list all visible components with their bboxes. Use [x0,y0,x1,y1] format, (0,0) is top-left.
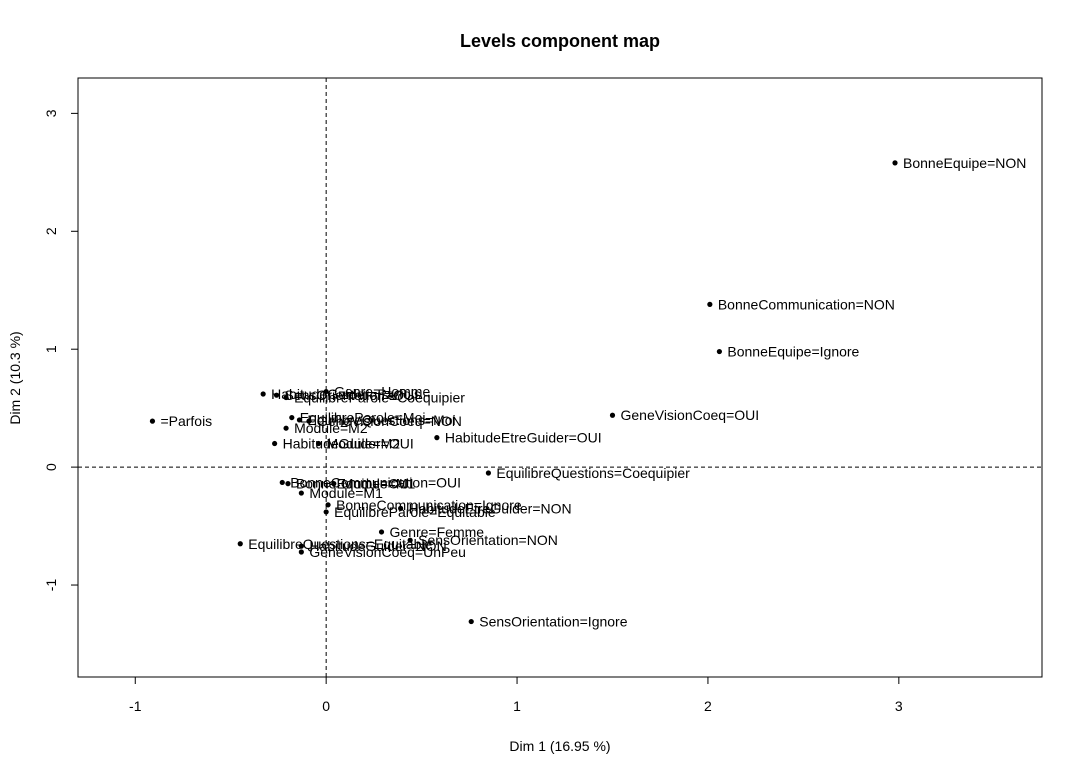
point-label: Module=M1 [309,485,383,501]
x-tick-label: 3 [895,698,903,714]
y-tick-label: 3 [43,109,59,117]
scatter-point [609,412,616,418]
scatter-point [149,418,156,424]
point-label: SensOrientation=Ignore [479,614,627,630]
point-label: GeneVisionCoeq=NON [317,413,462,429]
scatter-point [398,505,404,511]
x-tick-label: 2 [704,698,712,714]
scatter-point [283,394,289,401]
axis-ticks: -1 0 1 2 3 -1 0 1 2 3 [43,109,903,714]
scatter-point [237,541,243,547]
scatter-point [285,481,291,487]
x-tick-label: 0 [322,698,330,714]
point-label: Genre=Femme [390,524,485,540]
scatter-point [434,435,440,441]
scatter-point [892,160,898,166]
y-tick-label: 0 [43,463,59,471]
point-label: HabitudeGuider=NON [309,538,446,554]
scatter-point [331,481,337,487]
scatter-point [260,391,266,397]
scatter-point [272,440,278,447]
x-axis-label: Dim 1 (16.95 %) [509,738,610,754]
point-label: HabitudeEtreGuider=OUI [445,430,602,446]
scatter-point [273,392,280,398]
scatter-point [283,425,289,431]
point-label: EquilibreQuestions=Moi [307,412,455,428]
y-axis-label: Dim 2 (10.3 %) [7,331,23,424]
point-label: BonneCommunication=NON [718,296,895,312]
scatter-point [485,470,492,476]
scatter-point [378,529,385,535]
x-tick-label: 1 [513,698,521,714]
y-tick-label: -1 [43,579,59,592]
point-label: HabitudeEtreGuider=NON [409,500,572,516]
point-label: Module=M1 [342,476,416,492]
point-label: SensOrientation=OUI [285,387,418,403]
point-label: BonneEquipe=NON [903,155,1026,171]
point-label: HabitudeGuider=OUI [283,436,414,452]
scatter-point [323,389,329,395]
scatter-point [325,502,331,508]
scatter-point [298,549,304,555]
scatter-point [289,414,295,421]
scatter-point [296,417,303,423]
point-label: SensOrientation=NON [418,532,558,548]
scatter-point [707,301,713,307]
point-label: EquilibreParole=Moi [300,410,426,426]
scatter-point [279,479,285,486]
plot-frame [77,77,1043,678]
y-tick-label: 2 [43,227,59,235]
scatter-point [323,509,329,515]
point-label: BonneEquipe=Ignore [727,344,859,360]
point-label: Genre=Homme [334,384,430,400]
scatter-point [716,348,722,355]
chart-title: Levels component map [460,31,660,51]
point-label: EquilibreParole=Coequipier [294,390,465,406]
scatter-point [298,543,304,549]
point-label: EquilibreParole=Equitable [334,504,496,520]
points-layer [149,160,898,625]
point-label: BonneCommunication=OUI [290,474,461,490]
scatter-point [468,618,474,625]
point-label: Module=M2 [327,436,401,452]
point-label: EquilibreQuestions=Equitable [248,536,432,552]
point-labels: BonneEquipe=NON BonneCommunication=NON Bon… [160,155,1026,630]
point-label: Module=M2 [294,420,368,436]
point-label: BonneCommunication=Ignore [336,497,522,513]
point-label: BonneEquipe=OUI [296,476,413,492]
point-label: =Parfois [160,413,212,429]
point-label: EquilibreQuestions=Coequipier [496,465,690,481]
scatter-point [298,490,304,496]
point-label: GeneVisionCoeq=OUI [620,407,759,423]
point-label: HabitudeGuider=Parfois [271,386,421,402]
reference-lines [78,78,1042,677]
x-tick-label: -1 [129,698,142,714]
y-tick-label: 1 [43,345,59,353]
scatter-point [315,440,322,447]
scatter-point [407,537,413,543]
point-label: GeneVisionCoeq=UnPeu [309,544,466,560]
scatter-point [306,418,312,424]
